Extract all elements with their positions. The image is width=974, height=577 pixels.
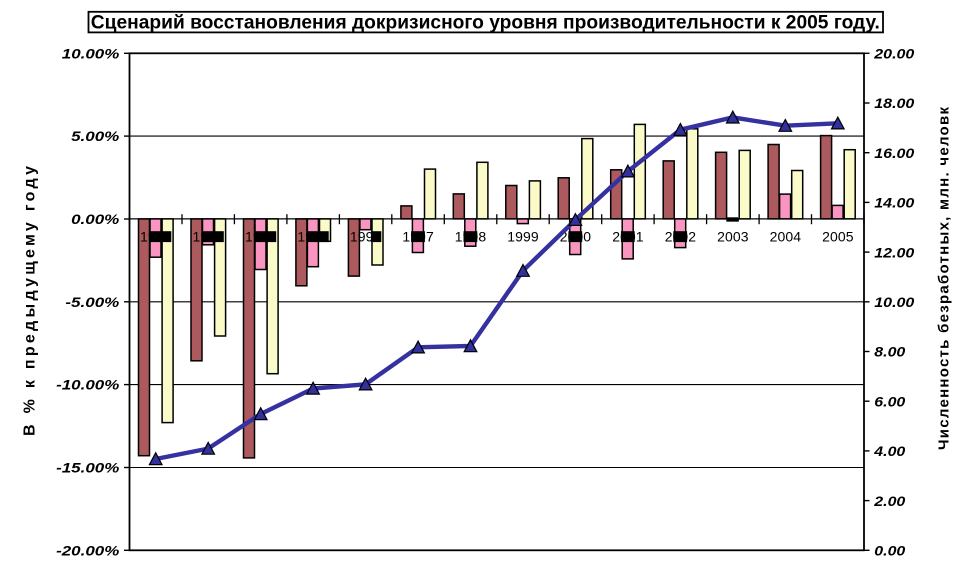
svg-text:4.00: 4.00	[873, 444, 905, 460]
svg-text:2.00: 2.00	[873, 494, 905, 510]
svg-text:5.00%: 5.00%	[71, 129, 119, 144]
svg-text:0.00: 0.00	[874, 544, 905, 560]
svg-text:10.00: 10.00	[874, 295, 914, 311]
svg-text:-15.00%: -15.00%	[56, 461, 119, 476]
svg-text:В % к предыдущему году: В % к предыдущему году	[21, 166, 38, 436]
svg-text:20.00: 20.00	[873, 47, 914, 63]
svg-text:-5.00%: -5.00%	[65, 295, 119, 310]
svg-text:8.00: 8.00	[874, 345, 905, 361]
svg-text:10.00%: 10.00%	[62, 46, 120, 61]
svg-text:Численность безработных, млн.: Численность безработных, млн. человк	[936, 107, 953, 450]
svg-text:-20.00%: -20.00%	[56, 543, 119, 558]
svg-text:2004: 2004	[770, 229, 802, 245]
svg-text:1999: 1999	[507, 229, 539, 245]
svg-text:18.00: 18.00	[874, 96, 914, 112]
svg-text:6.00: 6.00	[874, 394, 905, 410]
svg-text:Сценарий восстановления докриз: Сценарий восстановления докризисного уро…	[91, 13, 880, 34]
svg-text:0.00%: 0.00%	[71, 212, 119, 227]
svg-text:12.00: 12.00	[874, 245, 914, 261]
svg-text:2003: 2003	[717, 229, 749, 245]
svg-text:-10.00%: -10.00%	[56, 378, 119, 393]
svg-text:2005: 2005	[822, 229, 854, 245]
svg-text:16.00: 16.00	[874, 146, 914, 162]
svg-text:14.00: 14.00	[874, 196, 914, 212]
